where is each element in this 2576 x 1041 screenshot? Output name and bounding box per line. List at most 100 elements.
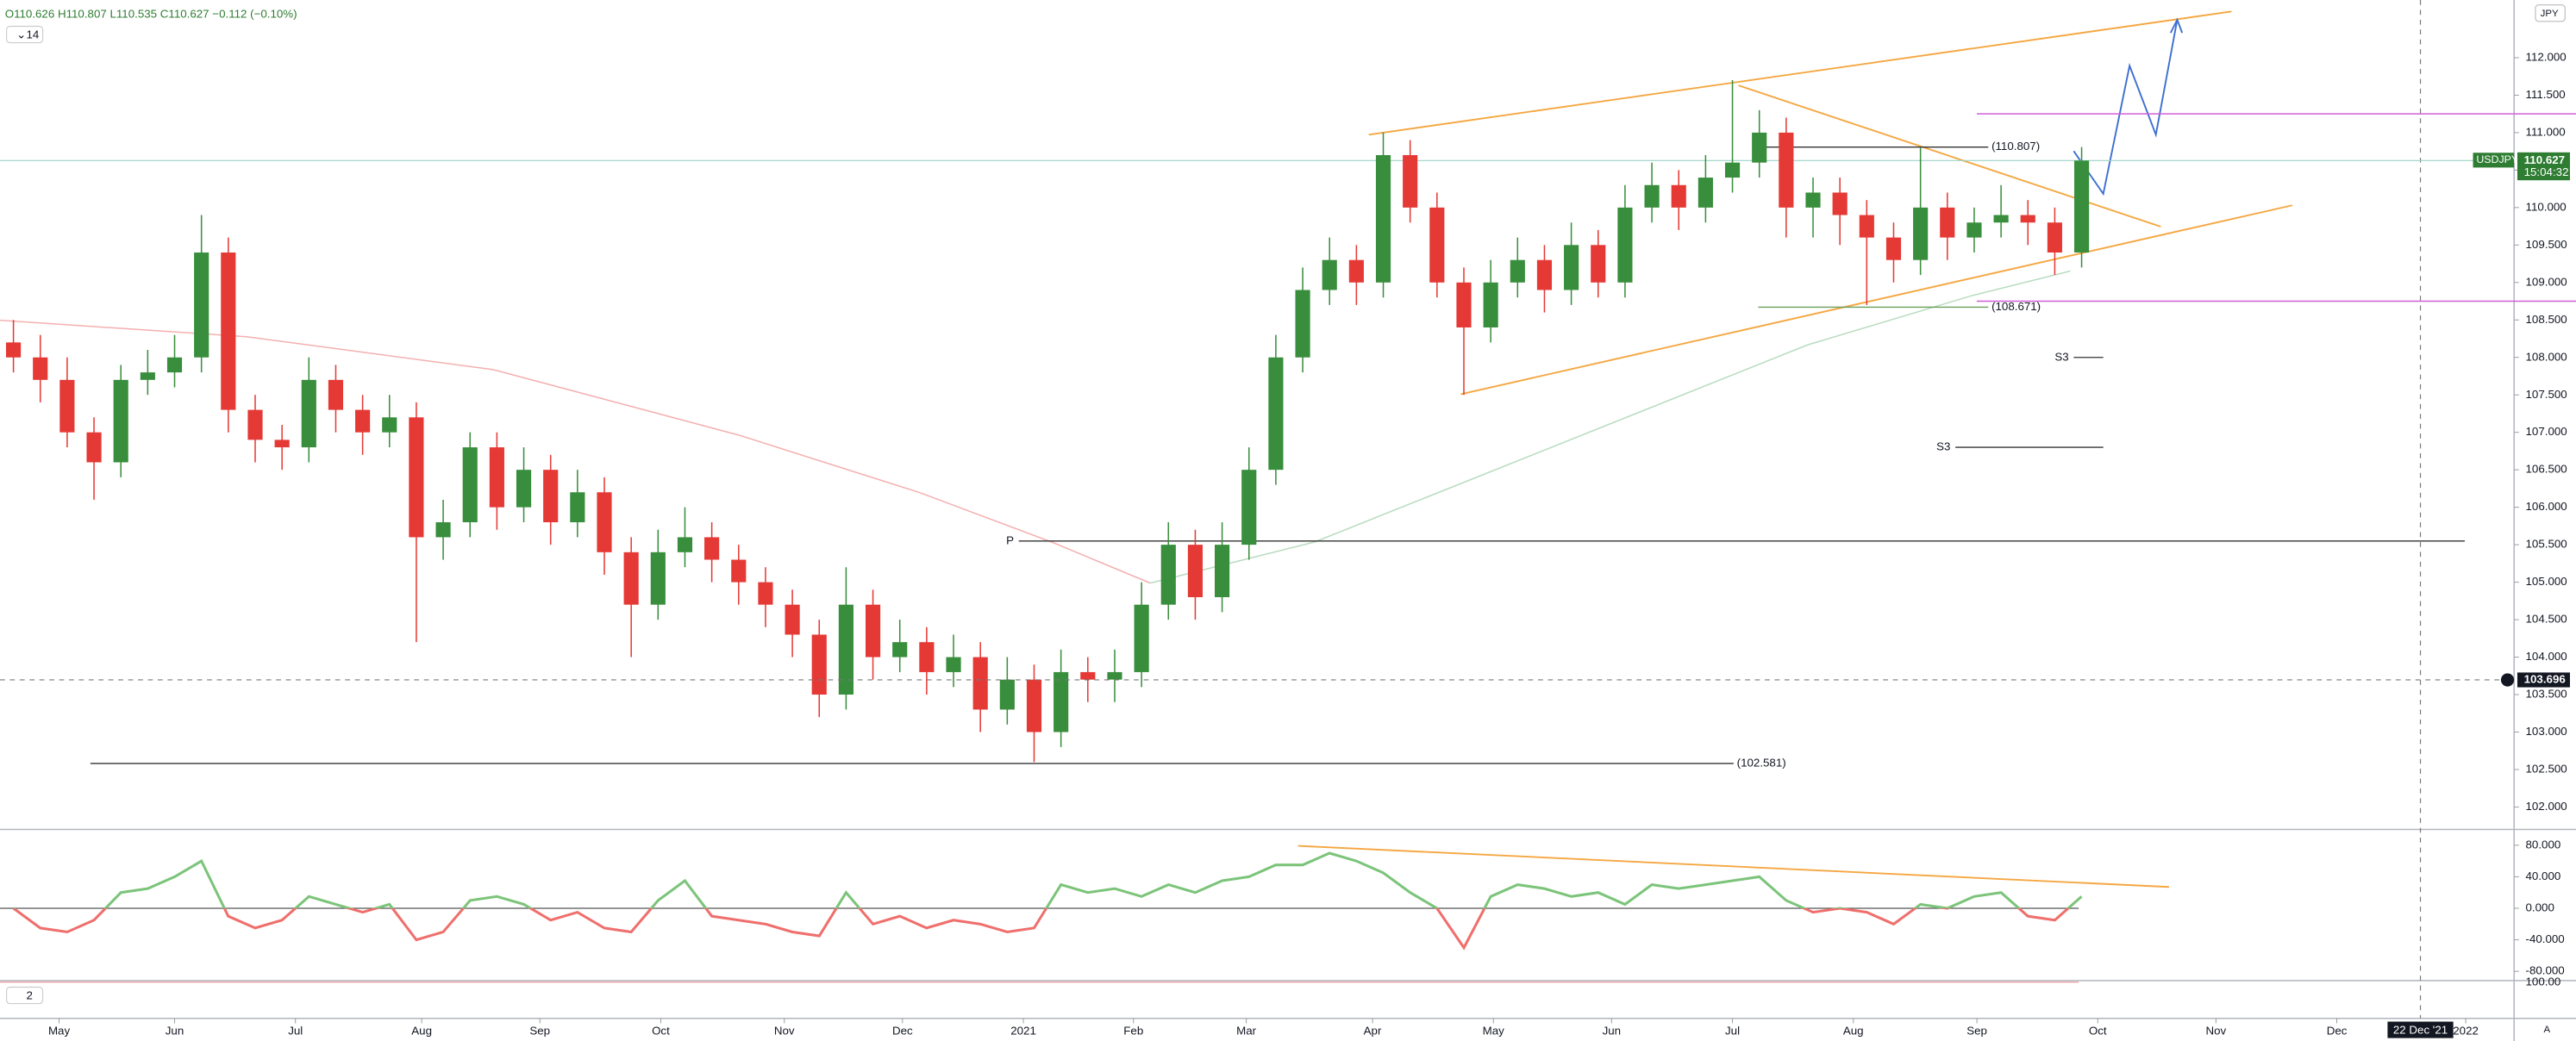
candle-body (1752, 132, 1767, 163)
candle-body (328, 379, 344, 410)
candle-body (704, 537, 720, 560)
candle-body (1054, 671, 1069, 732)
candle-body (785, 604, 800, 635)
moving-average (1150, 270, 2071, 584)
crosshair-add-button[interactable] (2500, 673, 2515, 687)
y-tick-label: 111.500 (2526, 88, 2566, 101)
indicator-length: 2 (26, 989, 32, 1002)
candle-body (140, 372, 155, 380)
y-tick-label: 108.000 (2526, 350, 2567, 363)
candle-body (33, 357, 48, 380)
candle-body (597, 492, 612, 552)
candle-body (1241, 470, 1257, 545)
candle-body (462, 447, 478, 523)
candle-body (2020, 215, 2035, 223)
candle-body (811, 634, 827, 695)
candle-body (194, 252, 209, 358)
y-tick-label: 103.500 (2526, 688, 2567, 701)
rsi-tick-label: 40.000 (2526, 870, 2561, 882)
y-tick-label: 107.500 (2526, 388, 2567, 401)
crosshair-date-tag (2387, 1021, 2454, 1038)
rsi-tick-label: 0.000 (2526, 901, 2554, 914)
candle-body (1724, 162, 1741, 178)
candle-body (6, 342, 22, 358)
candle-body (1322, 259, 1337, 290)
annotation-label: (108.671) (1991, 300, 2041, 313)
candle-body (1026, 679, 1042, 732)
rsi-trendline (1297, 845, 2169, 888)
candle-body (972, 657, 988, 710)
candle-body (892, 642, 908, 658)
y-tick-label: 106.500 (2526, 463, 2567, 476)
candle-body (113, 379, 128, 463)
x-tick-label: Aug (1843, 1024, 1864, 1037)
y-tick-label: 104.500 (2526, 613, 2567, 626)
rsi-tick-label: -80.000 (2526, 964, 2565, 977)
candle-body (1536, 259, 1553, 290)
channel-line (1368, 10, 2232, 136)
indicator-chip[interactable] (6, 25, 44, 44)
y-tick-label: 110.000 (2526, 200, 2567, 213)
candle-body (1913, 207, 1929, 260)
candle-body (543, 470, 559, 523)
candle-body (1617, 207, 1633, 283)
currency-button[interactable] (2535, 4, 2566, 22)
candle-body (677, 537, 693, 552)
x-tick-label: Jul (288, 1024, 303, 1037)
rsi-line (12, 851, 2083, 951)
candle-body (221, 252, 236, 410)
candle-body (489, 447, 504, 508)
candle-body (865, 604, 881, 658)
y-tick-label: 106.000 (2526, 500, 2567, 513)
candle-body (516, 470, 532, 508)
x-tick-label: Oct (2089, 1024, 2107, 1037)
candle-body (1107, 671, 1122, 680)
candle-body (1805, 192, 1821, 208)
indicator-chip[interactable] (6, 986, 44, 1005)
candle-body (382, 417, 397, 433)
y-tick-label: 111.000 (2526, 125, 2566, 138)
candle-body (758, 582, 773, 605)
y-tick-label: 109.500 (2526, 238, 2567, 251)
candle-body (1779, 132, 1794, 208)
candle-body (1080, 671, 1096, 680)
candle-body (301, 379, 316, 448)
candle-body (166, 357, 183, 373)
crosshair-date-label: 22 Dec '21 (2393, 1024, 2448, 1037)
x-tick-label: May (1483, 1024, 1505, 1037)
candle-body (1160, 545, 1176, 605)
candle-body (1671, 184, 1686, 208)
candle-body (1215, 545, 1230, 597)
ohlc-legend: O110.626 H110.807 L110.535 C110.627 −0.1… (5, 8, 297, 21)
currency-label: JPY (2541, 9, 2559, 19)
scale-mode[interactable]: A (2543, 1025, 2550, 1035)
annotation-label: (102.581) (1737, 756, 1786, 769)
candle-body (2073, 160, 2090, 253)
candle-body (731, 559, 747, 583)
x-tick-label: Sep (1966, 1024, 1987, 1037)
y-tick-label: 104.000 (2526, 650, 2567, 663)
candle-body (570, 492, 585, 523)
indicator-length: 14 (26, 28, 39, 41)
x-tick-label: Sep (529, 1024, 550, 1037)
candle-body (1993, 215, 2009, 223)
crosshair-price-label: 103.696 (2524, 673, 2566, 686)
candle-body (1403, 154, 1418, 208)
y-tick-label: 102.500 (2526, 763, 2567, 776)
y-tick-label: 107.000 (2526, 425, 2567, 438)
candle-body (623, 552, 639, 605)
indicator-length: ⌄ (16, 28, 26, 41)
candle-body (2047, 222, 2062, 253)
candle-body (1429, 207, 1445, 283)
projection-path (2073, 19, 2179, 196)
y-tick-label: 105.000 (2526, 575, 2567, 588)
last-price-label: 110.627 (2524, 153, 2565, 166)
candle-body (274, 439, 290, 448)
x-tick-label: May (48, 1024, 71, 1037)
candle-body (1375, 154, 1391, 283)
x-tick-label: Feb (1123, 1024, 1143, 1037)
candle-body (1698, 178, 1713, 208)
